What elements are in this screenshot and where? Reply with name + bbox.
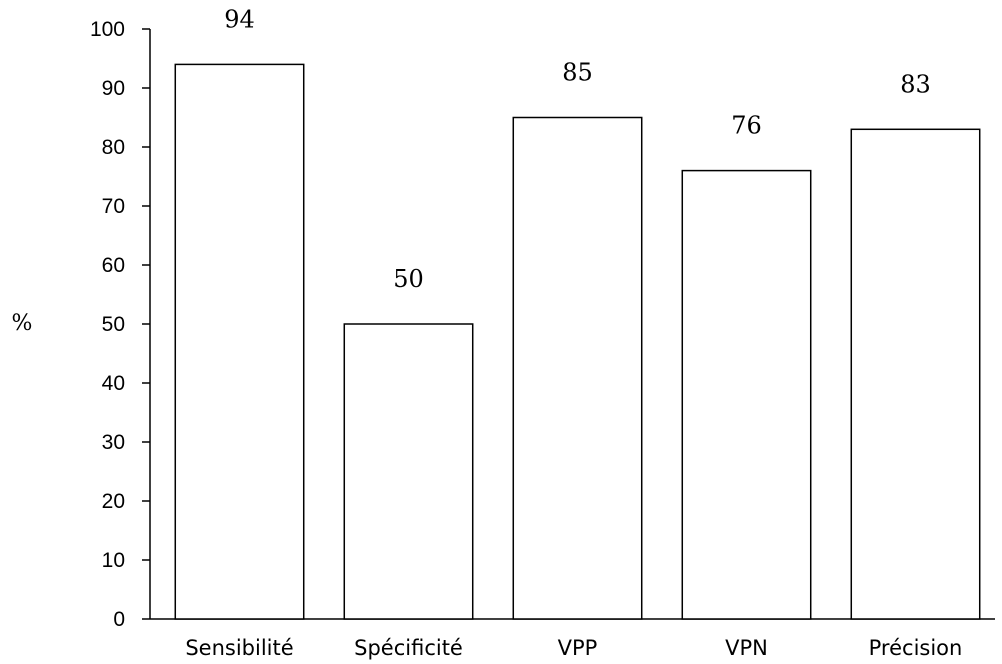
data-label: 50	[393, 265, 424, 293]
y-axis-label: %	[12, 311, 33, 336]
data-label: 85	[562, 59, 593, 87]
bar	[512, 116, 643, 620]
y-tick-label: 100	[90, 18, 125, 41]
x-tick-label: VPN	[725, 636, 768, 660]
x-tick-label: Spécificité	[354, 636, 463, 660]
y-tick-label: 0	[113, 608, 125, 631]
y-tick-label: 20	[102, 490, 125, 513]
y-tick-label: 50	[102, 313, 125, 336]
bar	[174, 63, 305, 620]
data-label: 76	[731, 112, 762, 140]
y-tick-label: 10	[102, 549, 125, 572]
data-label: 83	[900, 70, 931, 98]
bar	[343, 323, 474, 620]
data-label: 94	[224, 5, 255, 33]
data-labels: 94 50 85 76 83	[224, 5, 931, 293]
y-tick-label: 40	[102, 372, 125, 395]
y-tick-label: 30	[102, 431, 125, 454]
y-axis: 0 10 20 30 40 50 60 70 80 90 100	[90, 18, 151, 631]
bar	[850, 128, 981, 620]
x-tick-label: Précision	[869, 636, 963, 660]
y-tick-label: 60	[102, 254, 125, 277]
bar	[681, 169, 812, 620]
y-tick-label: 70	[102, 195, 125, 218]
x-tick-label: VPP	[558, 636, 598, 660]
x-tick-label: Sensibilité	[185, 636, 293, 660]
bars	[174, 63, 981, 620]
x-axis: Sensibilité Spécificité VPP VPN Précision	[150, 618, 995, 660]
y-tick-label: 80	[102, 136, 125, 159]
y-tick-label: 90	[102, 77, 125, 100]
